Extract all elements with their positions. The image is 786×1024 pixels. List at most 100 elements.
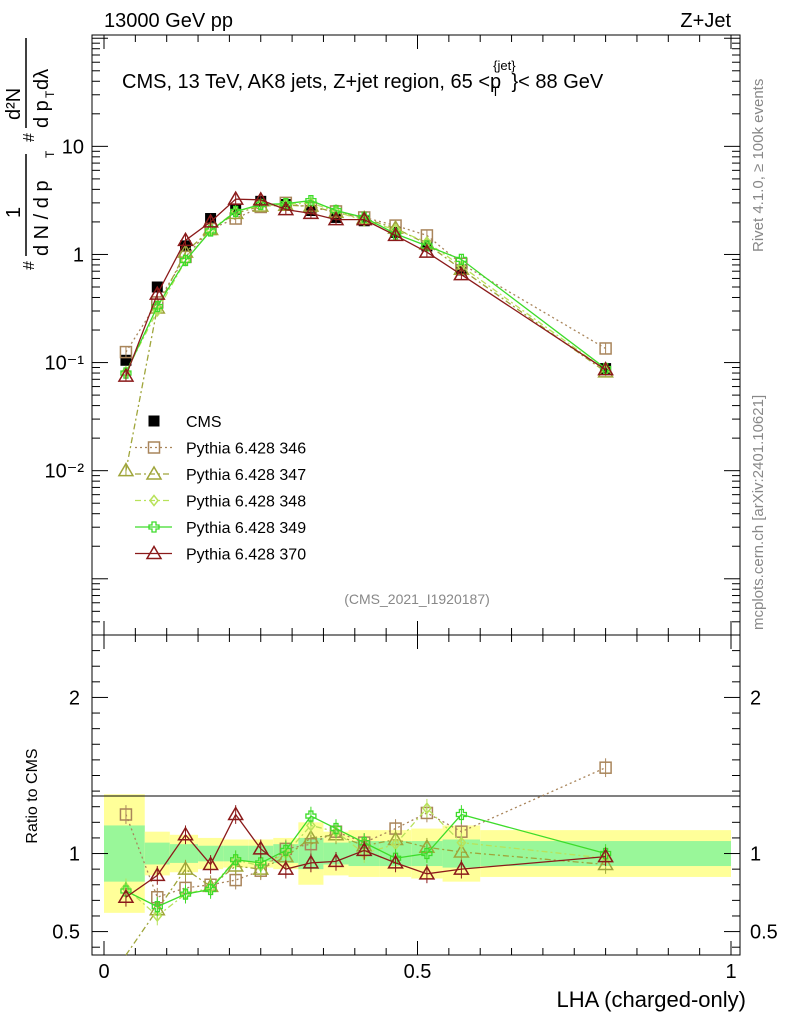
ratio-point [302, 829, 320, 844]
ratio-point [453, 860, 470, 875]
legend: CMS Pythia 6.428 346 Pythia 6.428 347 Pythi… [135, 414, 306, 564]
legend-label: Pythia 6.428 349 [186, 520, 306, 537]
series-line [125, 199, 606, 374]
data-point [152, 304, 163, 318]
data-point [255, 199, 266, 212]
ratio-point [117, 888, 135, 903]
header-left: 13000 GeV pp [104, 10, 233, 32]
ratio-point [327, 852, 345, 868]
ratio-point [599, 847, 612, 860]
data-point [117, 462, 135, 477]
series-line [125, 198, 606, 377]
ratio-line [125, 834, 606, 956]
title-prefix: CMS, 13 TeV, AK8 jets, Z+jet region, 65 … [122, 71, 490, 93]
ylabel-dl: dλ [31, 69, 53, 90]
series-line [125, 204, 606, 471]
ylabel-d2n: d²N [3, 88, 25, 120]
ratio-series-pythia-6-428-370 [117, 805, 614, 907]
ratio-point [330, 822, 342, 835]
band-inner [104, 825, 145, 882]
ratio-ylabel: Ratio to CMS [24, 748, 41, 843]
ylabel-dpt: d p [31, 100, 53, 128]
legend-item: Pythia 6.428 347 [135, 465, 306, 484]
analysis-id: (CMS_2021_I1920187) [344, 591, 490, 607]
legend-item: CMS [148, 414, 222, 431]
ylabel-dn: d N / d p [31, 180, 53, 256]
legend-label: CMS [186, 414, 222, 431]
data-point [148, 285, 166, 300]
ratio-uncertainty-bands [104, 794, 731, 913]
ratio-point [456, 836, 467, 849]
ratio-point [204, 883, 217, 896]
ylabel-t1: T [43, 150, 57, 158]
ratio-point [387, 854, 404, 869]
data-point [204, 225, 217, 237]
data-point [387, 226, 404, 242]
data-point [227, 190, 244, 205]
x-axis-label: LHA (charged-only) [556, 987, 746, 1012]
plot-title: CMS, 13 TeV, AK8 jets, Z+jet region, 65 … [122, 58, 604, 99]
legend-marker [147, 441, 161, 454]
ratio-point [302, 854, 320, 869]
data-point [327, 211, 345, 226]
ratio-y-tick-label-right: 1 [750, 844, 761, 866]
ratio-point [230, 854, 242, 866]
ratio-point [202, 855, 219, 871]
legend-item: Pythia 6.428 348 [135, 494, 306, 511]
data-point [453, 266, 470, 281]
legend-marker [145, 545, 163, 560]
ylabel-hash-2: # [21, 133, 38, 142]
ratio-y-tick-label: 1 [69, 844, 80, 866]
data-point [277, 201, 295, 216]
ratio-point [421, 847, 433, 860]
y-tick-label: 10⁻¹ [45, 353, 85, 375]
ratio-point [597, 855, 614, 871]
header-right: Z+Jet [680, 10, 731, 32]
title-p: p [490, 71, 501, 93]
band-inner [169, 844, 199, 863]
data-point [151, 300, 163, 313]
data-point [421, 240, 433, 252]
ratio-y-tick-label-right: 0.5 [750, 922, 778, 944]
ylabel-t2: T [43, 90, 57, 98]
axis-ticks: 0 0.5 1 10⁻² 10⁻¹ 1 10 0.5 0.5 1 1 2 2 [45, 35, 778, 983]
ratio-point [355, 841, 373, 857]
ratio-point [453, 843, 470, 858]
y-tick-label: 1 [73, 244, 84, 266]
ylabel-hash-1: # [21, 261, 38, 270]
ratio-point [227, 857, 244, 872]
series-pythia-6-428-370 [117, 190, 614, 382]
data-point [119, 345, 133, 359]
ratio-series-group [117, 758, 614, 956]
series-line [125, 202, 606, 373]
ratio-point [599, 761, 612, 774]
ratio-y-tick-label: 0.5 [52, 922, 80, 944]
ratio-line [125, 807, 606, 917]
ratio-y-tick-label-right: 2 [750, 687, 761, 709]
ratio-point [455, 808, 468, 821]
ratio-y-tick-label: 2 [69, 687, 80, 709]
data-point [599, 342, 612, 355]
x-tick-label: 0 [98, 961, 109, 983]
legend-item: Pythia 6.428 370 [135, 545, 306, 564]
data-point [597, 361, 614, 376]
ratio-point [177, 826, 194, 841]
ratio-point [179, 888, 192, 900]
ratio-point [305, 810, 317, 822]
data-point [280, 198, 292, 210]
data-point [177, 231, 194, 247]
data-point [455, 253, 468, 266]
legend-label: Pythia 6.428 346 [186, 441, 306, 458]
top-panel-frame [91, 34, 741, 636]
x-tick-label: 1 [725, 961, 736, 983]
legend-label: Pythia 6.428 370 [186, 547, 306, 564]
ratio-point [255, 857, 267, 869]
ratio-point [152, 909, 163, 923]
mcplots-label: mcplots.cern.ch [arXiv:2401.10621] [750, 395, 767, 630]
x-tick-label: 0.5 [404, 961, 432, 983]
ratio-point [421, 802, 432, 815]
legend-item: Pythia 6.428 349 [135, 520, 306, 537]
ratio-point [252, 840, 270, 855]
top-ylabel: # 1 d N / d p T # d²N d p T dλ [3, 38, 57, 270]
